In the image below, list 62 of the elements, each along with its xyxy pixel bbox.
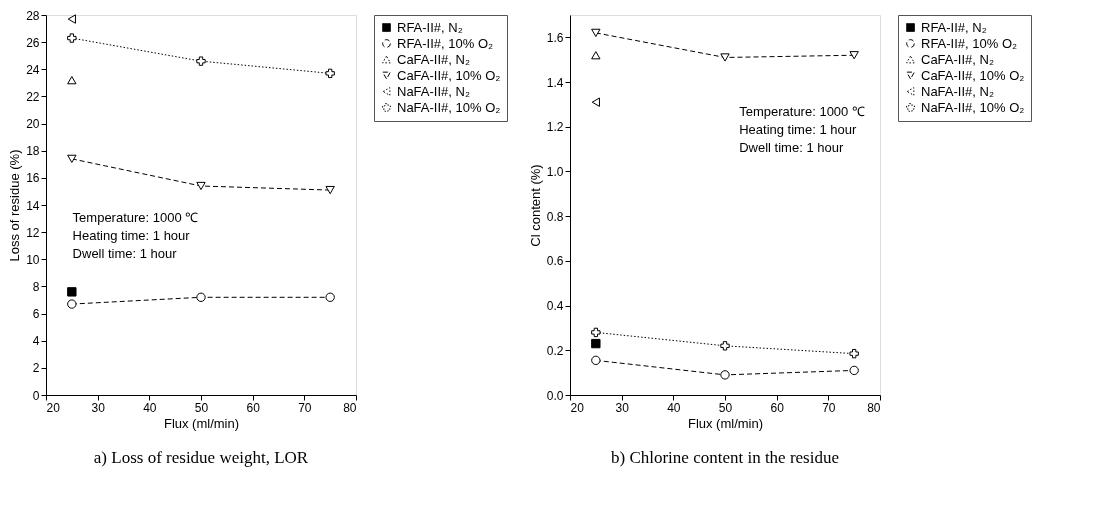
x-tick-label: 60 <box>246 400 261 415</box>
y-tick-label: 24 <box>26 62 40 77</box>
annotation: Heating time: 1 hour <box>739 121 857 137</box>
x-tick-label: 80 <box>343 400 357 415</box>
y-tick-label: 20 <box>26 117 40 132</box>
y-tick-label: 22 <box>26 89 40 104</box>
x-tick-label: 20 <box>46 400 61 415</box>
x-tick-label: 50 <box>194 400 209 415</box>
annotation: Dwell time: 1 hour <box>72 246 178 261</box>
y-tick-label: 0.2 <box>546 343 564 358</box>
legend-label: NaFA-II#, N₂ <box>397 83 470 99</box>
legend-label: NaFA-II#, 10% O₂ <box>397 99 501 115</box>
legend-label: CaFA-II#, 10% O₂ <box>397 67 501 83</box>
y-tick-label: 0.0 <box>546 388 564 403</box>
y-tick-label: 26 <box>26 35 40 50</box>
legend-label: RFA-II#, 10% O₂ <box>397 35 494 51</box>
legend-label: CaFA-II#, N₂ <box>397 51 470 67</box>
legend-label: RFA-II#, 10% O₂ <box>921 35 1018 51</box>
y-tick-label: 0 <box>32 388 40 403</box>
y-tick-label: 16 <box>26 171 40 186</box>
annotation: Dwell time: 1 hour <box>739 139 844 155</box>
legend-label: NaFA-II#, N₂ <box>921 83 994 99</box>
y-tick-label: 1.2 <box>546 120 564 135</box>
x-tick-label: 20 <box>570 400 585 415</box>
legend-label: CaFA-II#, N₂ <box>921 51 994 67</box>
y-tick-label: 8 <box>32 279 40 294</box>
y-tick-label: 28 <box>26 8 40 23</box>
y-tick-label: 0.4 <box>546 299 564 314</box>
annotation: Temperature: 1000 ℃ <box>72 210 199 225</box>
legend-label: NaFA-II#, 10% O₂ <box>921 99 1025 115</box>
y-tick-label: 0.8 <box>546 209 564 224</box>
y-tick-label: 12 <box>26 225 40 240</box>
y-tick-label: 6 <box>32 307 40 322</box>
x-tick-label: 40 <box>667 400 681 415</box>
y-axis-title: Loss of residue (%) <box>7 149 23 262</box>
x-tick-label: 30 <box>91 400 106 415</box>
text: b) Chlorine content in the residue <box>610 448 840 467</box>
x-tick-label: 50 <box>718 400 733 415</box>
x-axis-title: Flux (ml/min) <box>163 415 240 431</box>
y-tick-label: 14 <box>26 198 40 213</box>
y-tick-label: 1.6 <box>546 30 564 45</box>
y-tick-label: 2 <box>32 361 40 376</box>
x-tick-label: 70 <box>298 400 312 415</box>
text: a) Loss of residue weight, LOR <box>93 448 309 467</box>
annotation: Temperature: 1000 ℃ <box>739 103 865 119</box>
y-tick-label: 4 <box>32 334 40 349</box>
y-tick-label: 10 <box>26 252 40 267</box>
annotation: Heating time: 1 hour <box>72 228 191 243</box>
legend-label: RFA-II#, N₂ <box>397 19 463 35</box>
y-tick-label: 0.6 <box>546 254 564 269</box>
x-tick-label: 40 <box>143 400 157 415</box>
x-tick-label: 70 <box>822 400 836 415</box>
x-tick-label: 30 <box>615 400 630 415</box>
legend-label: CaFA-II#, 10% O₂ <box>921 67 1025 83</box>
legend-label: RFA-II#, N₂ <box>921 19 987 35</box>
x-axis-title: Flux (ml/min) <box>687 415 764 431</box>
y-axis-title: Cl content (%) <box>527 164 543 247</box>
x-tick-label: 60 <box>770 400 785 415</box>
x-tick-label: 80 <box>867 400 881 415</box>
y-tick-label: 1.4 <box>546 75 564 90</box>
y-tick-label: 18 <box>26 144 40 159</box>
y-tick-label: 1.0 <box>546 164 564 179</box>
